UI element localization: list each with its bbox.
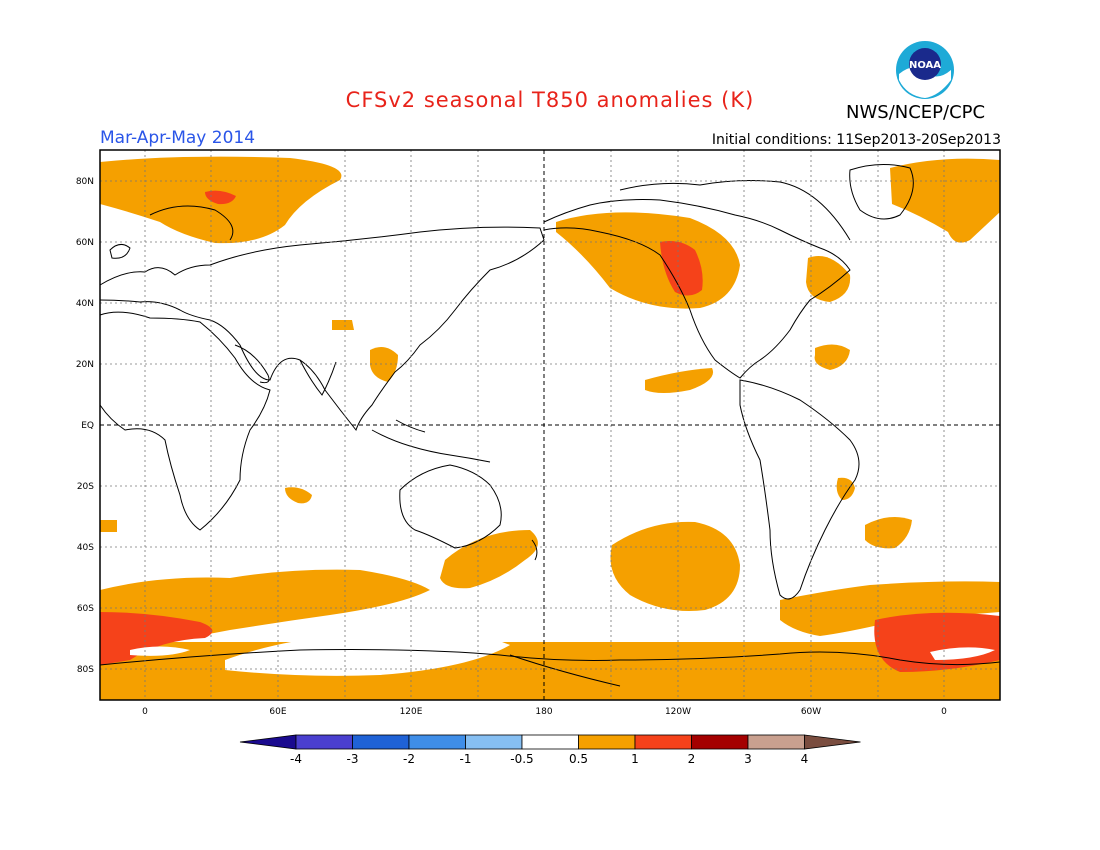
coastlines <box>99 164 1001 687</box>
lat-label: 80N <box>76 177 94 187</box>
colorbar-cell <box>521 734 579 750</box>
colorbar-label: 3 <box>744 752 752 766</box>
lat-label: 60S <box>77 604 94 614</box>
lon-label: 60E <box>269 707 286 717</box>
colorbar-cell <box>747 734 805 750</box>
lon-label: 120W <box>665 707 691 717</box>
colorbar-label: 2 <box>688 752 696 766</box>
map-frame <box>99 149 1001 701</box>
lon-label: 60W <box>801 707 821 717</box>
lon-label: 0 <box>941 707 947 717</box>
colorbar-label: -1 <box>460 752 472 766</box>
lat-label: 20N <box>76 360 94 370</box>
reference-lines <box>100 150 1000 700</box>
noaa-logo: NOAA <box>896 41 954 99</box>
lat-label: 80S <box>77 665 94 675</box>
latitude-labels: 80N 60N 40N 20N EQ 20S 40S 60S 80S <box>76 177 94 675</box>
colorbar-cell <box>295 734 353 750</box>
longitude-labels: 0 60E 120E 180 120W 60W 0 <box>142 707 947 717</box>
colorbar-label: -2 <box>403 752 415 766</box>
lon-label: 0 <box>142 707 148 717</box>
colorbar-label: 4 <box>801 752 809 766</box>
colorbar-arrow-low <box>239 734 297 750</box>
lat-label: EQ <box>81 421 94 431</box>
lon-label: 180 <box>535 707 552 717</box>
lat-label: 40N <box>76 299 94 309</box>
season-label: Mar-Apr-May 2014 <box>100 128 256 148</box>
colorbar-arrow-high <box>804 734 861 750</box>
lat-label: 20S <box>77 482 94 492</box>
colorbar-cell <box>408 734 466 750</box>
colorbar-cell <box>465 734 523 750</box>
chart-title: CFSv2 seasonal T850 anomalies (K) <box>345 88 755 112</box>
colorbar-cell <box>578 734 636 750</box>
colorbar-cell <box>691 734 749 750</box>
initial-conditions-label: Initial conditions: 11Sep2013-20Sep2013 <box>711 132 1001 148</box>
organization-label: NWS/NCEP/CPC <box>846 102 986 123</box>
colorbar-cell <box>352 734 410 750</box>
colorbar-label: -4 <box>290 752 302 766</box>
lon-label: 120E <box>400 707 423 717</box>
lat-label: 60N <box>76 238 94 248</box>
colorbar-label: -3 <box>347 752 359 766</box>
colorbar-cell <box>634 734 692 750</box>
logo-text: NOAA <box>909 60 941 71</box>
colorbar-label: 0.5 <box>569 752 588 766</box>
lat-label: 40S <box>77 543 94 553</box>
antarctica-neutral-area <box>130 630 995 676</box>
colorbar-label: -0.5 <box>510 752 533 766</box>
colorbar: -4 -3 -2 -1 -0.5 0.5 1 2 3 4 <box>239 734 861 766</box>
colorbar-label: 1 <box>631 752 639 766</box>
